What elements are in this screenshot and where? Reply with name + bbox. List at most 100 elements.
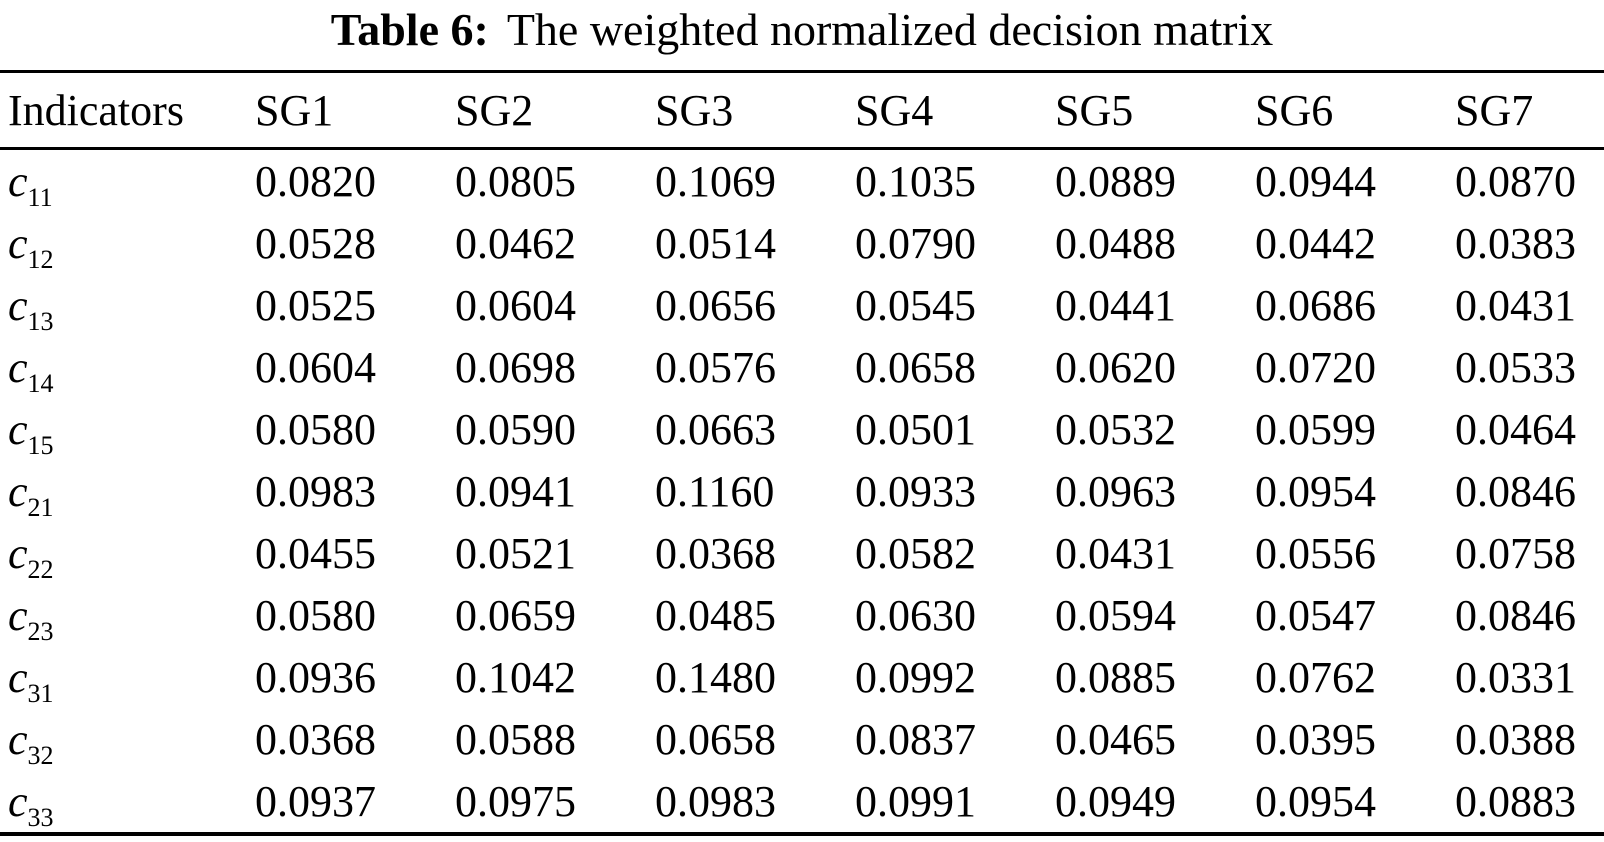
value-cell: 0.0805 — [455, 156, 576, 206]
value-cell: 0.0462 — [455, 218, 576, 268]
value-cell: 0.0630 — [855, 590, 976, 640]
value-cell: 0.0620 — [1055, 342, 1176, 392]
indicator-subscript: 15 — [27, 430, 54, 460]
value-cell: 0.0368 — [655, 528, 776, 578]
value-cell: 0.0528 — [255, 218, 376, 268]
table-row: c21 0.0983 0.0941 0.1160 0.0933 0.0963 0… — [0, 460, 1604, 522]
value-cell: 0.0846 — [1455, 590, 1576, 640]
value-cell: 0.0885 — [1055, 652, 1176, 702]
value-cell: 0.0762 — [1255, 652, 1376, 702]
value-cell: 0.0944 — [1255, 156, 1376, 206]
value-cell: 0.0547 — [1255, 590, 1376, 640]
value-cell: 0.0464 — [1455, 404, 1576, 454]
value-cell: 0.0883 — [1455, 776, 1576, 826]
indicator-base: c — [8, 466, 28, 516]
indicator-subscript: 13 — [27, 306, 54, 336]
value-cell: 0.0954 — [1255, 466, 1376, 516]
value-cell: 0.0983 — [255, 466, 376, 516]
table-row: c31 0.0936 0.1042 0.1480 0.0992 0.0885 0… — [0, 646, 1604, 708]
value-cell: 0.0604 — [455, 280, 576, 330]
value-cell: 0.0576 — [655, 342, 776, 392]
table-row: c22 0.0455 0.0521 0.0368 0.0582 0.0431 0… — [0, 522, 1604, 584]
column-header-sg7: SG7 — [1455, 71, 1604, 150]
value-cell: 0.0658 — [855, 342, 976, 392]
value-cell: 0.0441 — [1055, 280, 1176, 330]
indicator-base: c — [8, 714, 28, 764]
value-cell: 0.0870 — [1455, 156, 1576, 206]
value-cell: 0.0936 — [255, 652, 376, 702]
value-cell: 0.0889 — [1055, 156, 1176, 206]
value-cell: 0.0599 — [1255, 404, 1376, 454]
value-cell: 0.0580 — [255, 404, 376, 454]
table-caption-label: Table 6: — [330, 4, 489, 55]
column-header-sg2: SG2 — [455, 71, 655, 150]
indicator-subscript: 21 — [27, 492, 54, 522]
value-cell: 0.0983 — [655, 776, 776, 826]
decision-matrix-table: Indicators SG1 SG2 SG3 SG4 SG5 SG6 SG7 c… — [0, 70, 1604, 836]
indicator-subscript: 14 — [27, 368, 54, 398]
value-cell: 0.0937 — [255, 776, 376, 826]
value-cell: 0.0933 — [855, 466, 976, 516]
column-header-sg4: SG4 — [855, 71, 1055, 150]
value-cell: 0.0820 — [255, 156, 376, 206]
column-header-sg3: SG3 — [655, 71, 855, 150]
indicator-cell: c11 — [0, 149, 255, 213]
indicator-subscript: 11 — [27, 182, 53, 212]
value-cell: 0.0975 — [455, 776, 576, 826]
indicator-base: c — [8, 280, 28, 330]
value-cell: 0.0590 — [455, 404, 576, 454]
value-cell: 0.0659 — [455, 590, 576, 640]
value-cell: 0.0533 — [1455, 342, 1576, 392]
value-cell: 0.0720 — [1255, 342, 1376, 392]
value-cell: 0.0846 — [1455, 466, 1576, 516]
indicator-cell: c14 — [0, 336, 255, 398]
table-header: Indicators SG1 SG2 SG3 SG4 SG5 SG6 SG7 — [0, 71, 1604, 150]
table-row: c14 0.0604 0.0698 0.0576 0.0658 0.0620 0… — [0, 336, 1604, 398]
value-cell: 0.0656 — [655, 280, 776, 330]
indicator-cell: c22 — [0, 522, 255, 584]
indicator-base: c — [8, 342, 28, 392]
table-row: c23 0.0580 0.0659 0.0485 0.0630 0.0594 0… — [0, 584, 1604, 646]
indicator-cell: c32 — [0, 708, 255, 770]
table-row: c33 0.0937 0.0975 0.0983 0.0991 0.0949 0… — [0, 770, 1604, 834]
indicator-cell: c15 — [0, 398, 255, 460]
value-cell: 0.0514 — [655, 218, 776, 268]
value-cell: 0.0992 — [855, 652, 976, 702]
indicator-subscript: 32 — [27, 740, 54, 770]
table-caption-text: The weighted normalized decision matrix — [506, 4, 1274, 55]
indicator-base: c — [8, 404, 28, 454]
value-cell: 0.0698 — [455, 342, 576, 392]
indicator-cell: c33 — [0, 770, 255, 834]
table-body: c11 0.0820 0.0805 0.1069 0.1035 0.0889 0… — [0, 149, 1604, 835]
indicator-subscript: 12 — [27, 244, 54, 274]
value-cell: 0.0431 — [1455, 280, 1576, 330]
value-cell: 0.0501 — [855, 404, 976, 454]
value-cell: 0.0790 — [855, 218, 976, 268]
indicator-base: c — [8, 776, 28, 826]
value-cell: 0.0837 — [855, 714, 976, 764]
indicator-base: c — [8, 590, 28, 640]
value-cell: 0.0521 — [455, 528, 576, 578]
indicator-base: c — [8, 652, 28, 702]
indicator-subscript: 22 — [27, 554, 54, 584]
value-cell: 0.0963 — [1055, 466, 1176, 516]
value-cell: 0.0388 — [1455, 714, 1576, 764]
indicator-base: c — [8, 218, 28, 268]
value-cell: 0.0525 — [255, 280, 376, 330]
indicator-cell: c31 — [0, 646, 255, 708]
value-cell: 0.0368 — [255, 714, 376, 764]
indicator-base: c — [8, 156, 28, 206]
value-cell: 0.0588 — [455, 714, 576, 764]
value-cell: 0.1160 — [655, 466, 775, 516]
table-row: c13 0.0525 0.0604 0.0656 0.0545 0.0441 0… — [0, 274, 1604, 336]
value-cell: 0.1480 — [655, 652, 776, 702]
value-cell: 0.0582 — [855, 528, 976, 578]
column-header-sg1: SG1 — [255, 71, 455, 150]
table-row: c12 0.0528 0.0462 0.0514 0.0790 0.0488 0… — [0, 212, 1604, 274]
table-caption: Table 6: The weighted normalized decisio… — [0, 0, 1604, 70]
value-cell: 0.0604 — [255, 342, 376, 392]
indicator-cell: c21 — [0, 460, 255, 522]
table-row: c11 0.0820 0.0805 0.1069 0.1035 0.0889 0… — [0, 149, 1604, 213]
value-cell: 0.0758 — [1455, 528, 1576, 578]
